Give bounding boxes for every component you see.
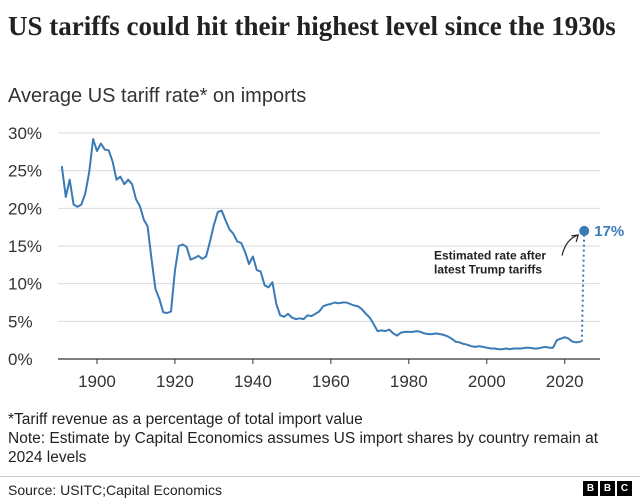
tariff-rate-line	[60, 138, 582, 351]
line-chart: 0% 5% 10% 15% 20% 25% 30% 1900 1920 1940 1960 1980…	[8, 124, 624, 391]
x-tick-label: 1900	[78, 372, 116, 391]
estimate-annotation-line-2: latest Trump tariffs	[434, 263, 542, 277]
y-tick-label: 5%	[8, 312, 33, 331]
bbc-logo-letter: C	[617, 481, 632, 496]
footnotes: *Tariff revenue as a percentage of total…	[8, 410, 633, 467]
estimate-value-label: 17%	[594, 223, 624, 240]
x-tick-label: 1960	[312, 372, 350, 391]
footnote-note: Note: Estimate by Capital Economics assu…	[8, 430, 599, 466]
x-tick-label: 2000	[468, 372, 506, 391]
estimate-point	[579, 225, 590, 236]
estimate-annotation: Estimated rate after latest Trump tariff…	[434, 249, 549, 277]
x-tick-label: 1980	[390, 372, 428, 391]
annotation-arrow	[561, 234, 579, 256]
estimate-dotted-line	[580, 230, 586, 342]
x-tick-label: 1920	[156, 372, 194, 391]
gridlines	[58, 132, 600, 360]
x-axis-ticks: 1900 1920 1940 1960 1980 2000 2020	[78, 359, 584, 391]
x-tick-label: 1940	[234, 372, 272, 391]
y-tick-label: 30%	[8, 124, 42, 143]
y-tick-label: 20%	[8, 199, 42, 218]
footnote-definition: *Tariff revenue as a percentage of total…	[8, 411, 363, 428]
chart-subtitle: Average US tariff rate* on imports	[8, 85, 307, 107]
x-tick-label: 2020	[546, 372, 584, 391]
y-tick-label: 0%	[8, 350, 33, 369]
source-text: Source: USITC;Capital Economics	[8, 482, 222, 498]
chart-title: US tariffs could hit their highest level…	[8, 11, 616, 41]
y-tick-label: 10%	[8, 275, 42, 294]
bbc-logo-letter: B	[600, 481, 615, 496]
estimate-annotation-line-1: Estimated rate after	[434, 249, 546, 263]
footer-divider	[0, 476, 640, 477]
annotation-arrowhead	[571, 234, 580, 243]
y-tick-label: 25%	[8, 162, 42, 181]
bbc-logo-letter: B	[583, 481, 598, 496]
bbc-logo: B B C	[583, 481, 632, 496]
y-axis-ticks: 0% 5% 10% 15% 20% 25% 30%	[8, 124, 42, 369]
y-tick-label: 15%	[8, 237, 42, 256]
